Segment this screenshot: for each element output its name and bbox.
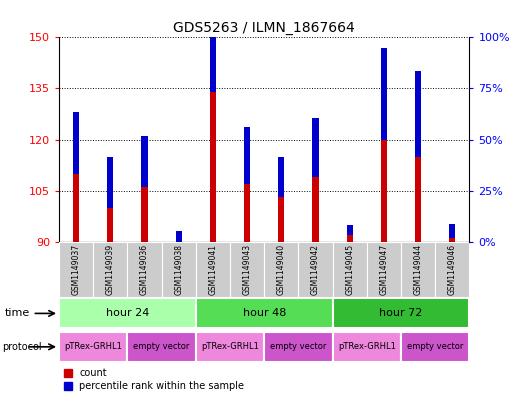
Bar bbox=[107, 156, 113, 208]
Bar bbox=[196, 242, 230, 297]
Text: empty vector: empty vector bbox=[133, 342, 190, 351]
Text: GSM1149042: GSM1149042 bbox=[311, 244, 320, 295]
Bar bbox=[278, 156, 284, 197]
Text: GSM1149045: GSM1149045 bbox=[345, 244, 354, 295]
Bar bbox=[347, 225, 353, 235]
Bar bbox=[196, 298, 332, 329]
Text: GSM1149039: GSM1149039 bbox=[106, 244, 115, 295]
Text: GSM1149037: GSM1149037 bbox=[72, 244, 81, 295]
Bar bbox=[142, 136, 148, 187]
Bar bbox=[73, 174, 79, 242]
Bar bbox=[59, 298, 196, 329]
Text: protocol: protocol bbox=[3, 342, 42, 352]
Text: GSM1149036: GSM1149036 bbox=[140, 244, 149, 295]
Bar bbox=[59, 332, 127, 362]
Text: GSM1149041: GSM1149041 bbox=[208, 244, 218, 295]
Bar bbox=[230, 242, 264, 297]
Text: pTRex-GRHL1: pTRex-GRHL1 bbox=[64, 342, 122, 351]
Bar bbox=[107, 208, 113, 242]
Text: pTRex-GRHL1: pTRex-GRHL1 bbox=[338, 342, 396, 351]
Text: hour 24: hour 24 bbox=[106, 309, 149, 318]
Text: GSM1149047: GSM1149047 bbox=[380, 244, 388, 295]
Bar bbox=[435, 242, 469, 297]
Bar bbox=[210, 92, 216, 242]
Bar bbox=[449, 224, 456, 238]
Bar bbox=[332, 242, 367, 297]
Text: empty vector: empty vector bbox=[407, 342, 463, 351]
Text: empty vector: empty vector bbox=[270, 342, 327, 351]
Bar bbox=[401, 242, 435, 297]
Bar bbox=[244, 127, 250, 184]
Bar bbox=[127, 242, 162, 297]
Bar bbox=[73, 112, 79, 174]
Bar bbox=[312, 177, 319, 242]
Bar bbox=[381, 140, 387, 242]
Bar bbox=[381, 48, 387, 140]
Title: GDS5263 / ILMN_1867664: GDS5263 / ILMN_1867664 bbox=[173, 21, 355, 35]
Bar bbox=[332, 298, 469, 329]
Text: GSM1149040: GSM1149040 bbox=[277, 244, 286, 295]
Text: GSM1149046: GSM1149046 bbox=[448, 244, 457, 295]
Text: GSM1149043: GSM1149043 bbox=[243, 244, 251, 295]
Bar bbox=[415, 71, 421, 156]
Bar bbox=[142, 187, 148, 242]
Text: hour 72: hour 72 bbox=[379, 309, 423, 318]
Bar bbox=[244, 184, 250, 242]
Bar bbox=[93, 242, 127, 297]
Bar bbox=[196, 332, 264, 362]
Bar bbox=[415, 156, 421, 242]
Bar bbox=[312, 118, 319, 177]
Text: GSM1149044: GSM1149044 bbox=[413, 244, 423, 295]
Bar bbox=[401, 332, 469, 362]
Bar bbox=[264, 242, 299, 297]
Bar bbox=[299, 242, 332, 297]
Text: time: time bbox=[5, 309, 30, 318]
Text: hour 48: hour 48 bbox=[243, 309, 286, 318]
Bar bbox=[278, 197, 284, 242]
Text: GSM1149038: GSM1149038 bbox=[174, 244, 183, 295]
Text: pTRex-GRHL1: pTRex-GRHL1 bbox=[201, 342, 259, 351]
Bar bbox=[210, 0, 216, 92]
Bar bbox=[59, 242, 93, 297]
Bar bbox=[127, 332, 196, 362]
Bar bbox=[449, 238, 456, 242]
Bar bbox=[162, 242, 196, 297]
Bar bbox=[264, 332, 332, 362]
Bar bbox=[367, 242, 401, 297]
Bar bbox=[332, 332, 401, 362]
Legend: count, percentile rank within the sample: count, percentile rank within the sample bbox=[64, 368, 244, 391]
Bar bbox=[347, 235, 353, 242]
Bar bbox=[175, 231, 182, 242]
